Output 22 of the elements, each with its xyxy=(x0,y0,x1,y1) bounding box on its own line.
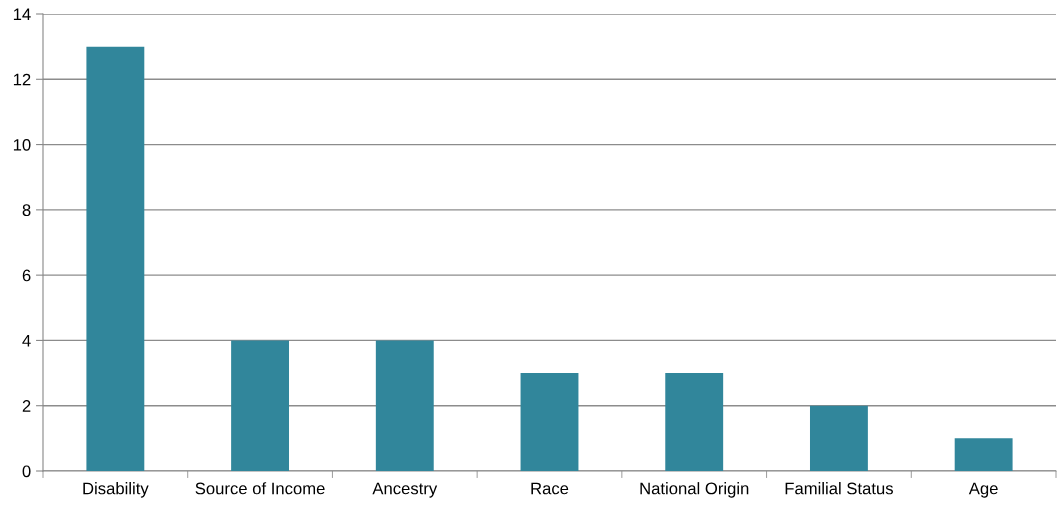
y-tick-label: 6 xyxy=(22,269,31,282)
x-tick-label: Disability xyxy=(83,482,149,498)
x-tick-label: Race xyxy=(531,482,569,495)
bar xyxy=(809,405,868,471)
bar xyxy=(86,46,145,471)
bar xyxy=(375,340,434,471)
y-tick-label: 8 xyxy=(22,204,31,217)
bar xyxy=(231,340,290,471)
x-tick-label: Familial Status xyxy=(785,482,893,495)
bar xyxy=(520,373,579,471)
x-tick-label: Source of Income xyxy=(195,482,325,495)
x-tick-label: Ancestry xyxy=(372,482,438,498)
y-tick-label: 10 xyxy=(13,138,31,151)
bar xyxy=(954,438,1013,471)
y-tick-label: 14 xyxy=(13,8,31,21)
y-tick-label: 12 xyxy=(13,73,31,86)
y-tick-label: 2 xyxy=(22,400,31,412)
y-tick-label: 4 xyxy=(22,335,31,347)
x-tick-label: National Origin xyxy=(640,482,749,498)
y-tick-label: 0 xyxy=(22,465,31,478)
x-tick-label: Age xyxy=(968,482,998,498)
bar xyxy=(665,373,724,471)
